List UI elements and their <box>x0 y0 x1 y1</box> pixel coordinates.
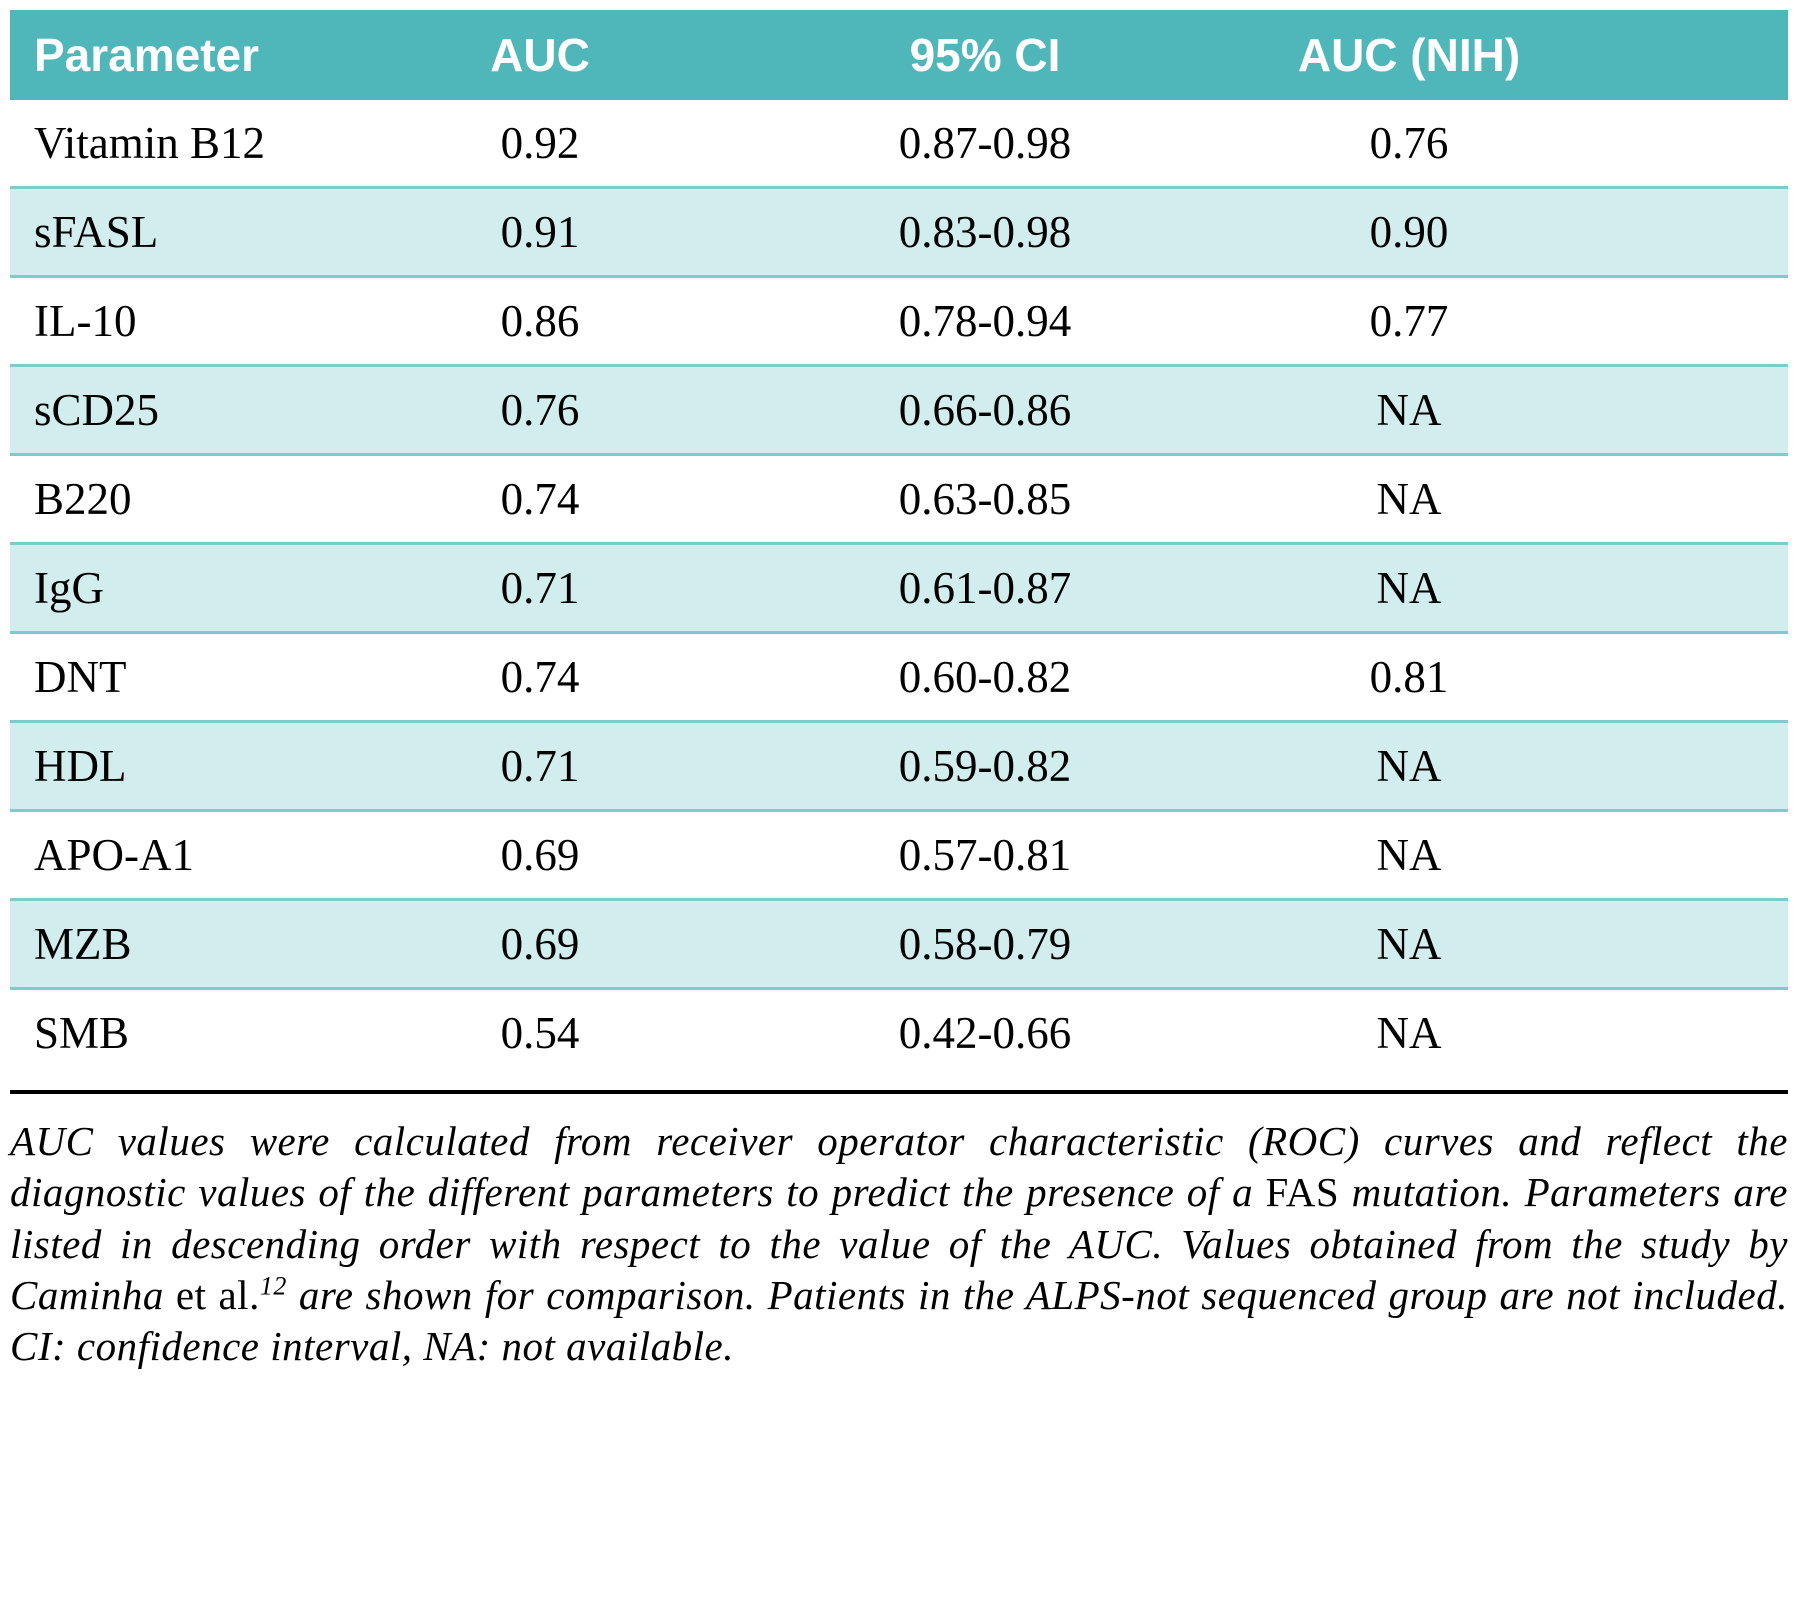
cell-auc-nih: 0.77 <box>1369 296 1449 346</box>
cell-ci: 0.57-0.81 <box>898 830 1072 880</box>
cell-ci: 0.61-0.87 <box>898 563 1072 613</box>
table-row: HDL 0.71 0.59-0.82 NA <box>10 721 1788 811</box>
footnote-etal: et al. <box>175 1271 260 1318</box>
cell-auc-nih: NA <box>1376 563 1442 613</box>
table-row: B220 0.74 0.63-0.85 NA <box>10 455 1788 544</box>
cell-parameter: IL-10 <box>34 296 137 346</box>
cell-auc: 0.54 <box>500 1008 580 1058</box>
table-row: APO-A1 0.69 0.57-0.81 NA <box>10 811 1788 900</box>
cell-auc: 0.76 <box>500 385 580 435</box>
cell-parameter: B220 <box>34 474 132 524</box>
cell-ci: 0.87-0.98 <box>898 118 1072 168</box>
cell-parameter: IgG <box>34 563 104 613</box>
cell-parameter: sCD25 <box>34 385 160 435</box>
cell-parameter: DNT <box>34 652 127 702</box>
footnote-text: are shown for comparison. Patients in th… <box>10 1271 1788 1369</box>
cell-ci: 0.59-0.82 <box>898 741 1072 791</box>
cell-parameter: SMB <box>34 1008 130 1058</box>
footnote-fas-term: FAS <box>1265 1169 1340 1216</box>
cell-ci: 0.60-0.82 <box>898 652 1072 702</box>
table-row: IgG 0.71 0.61-0.87 NA <box>10 543 1788 633</box>
auc-table: Parameter AUC 95% CI AUC (NIH) Vitamin B… <box>10 10 1788 1076</box>
footnote-text: mutation. Parameters are listed in desce… <box>10 1169 1788 1318</box>
header-auc-nih: AUC (NIH) <box>1230 10 1788 100</box>
cell-ci: 0.66-0.86 <box>898 385 1072 435</box>
cell-auc-nih: NA <box>1376 474 1442 524</box>
cell-auc: 0.71 <box>500 741 580 791</box>
cell-ci: 0.58-0.79 <box>898 919 1072 969</box>
header-ci: 95% CI <box>740 10 1230 100</box>
table-body: Vitamin B12 0.92 0.87-0.98 0.76 sFASL 0.… <box>10 100 1788 1076</box>
table-row: SMB 0.54 0.42-0.66 NA <box>10 989 1788 1077</box>
table-row: Vitamin B12 0.92 0.87-0.98 0.76 <box>10 100 1788 188</box>
footnote-text: AUC values were calculated from receiver… <box>10 1118 1788 1216</box>
cell-parameter: sFASL <box>34 207 159 257</box>
cell-parameter: Vitamin B12 <box>34 118 266 168</box>
cell-auc-nih: NA <box>1376 385 1442 435</box>
cell-ci: 0.42-0.66 <box>898 1008 1072 1058</box>
cell-parameter: HDL <box>34 741 127 791</box>
cell-parameter: APO-A1 <box>34 830 195 880</box>
footnote-reference-superscript: 12 <box>259 1271 287 1301</box>
cell-parameter: MZB <box>34 919 132 969</box>
header-parameter: Parameter <box>10 10 340 100</box>
table-footnote: AUC values were calculated from receiver… <box>10 1090 1788 1372</box>
table-header: Parameter AUC 95% CI AUC (NIH) <box>10 10 1788 100</box>
cell-auc: 0.92 <box>500 118 580 168</box>
table-row: sFASL 0.91 0.83-0.98 0.90 <box>10 187 1788 277</box>
cell-auc: 0.71 <box>500 563 580 613</box>
cell-auc: 0.74 <box>500 474 580 524</box>
cell-auc-nih: 0.81 <box>1369 652 1449 702</box>
cell-auc-nih: NA <box>1376 1008 1442 1058</box>
table-row: DNT 0.74 0.60-0.82 0.81 <box>10 633 1788 722</box>
cell-ci: 0.83-0.98 <box>898 207 1072 257</box>
cell-auc-nih: 0.90 <box>1369 207 1449 257</box>
table-row: MZB 0.69 0.58-0.79 NA <box>10 899 1788 989</box>
table-row: IL-10 0.86 0.78-0.94 0.77 <box>10 277 1788 366</box>
cell-auc: 0.74 <box>500 652 580 702</box>
table-row: sCD25 0.76 0.66-0.86 NA <box>10 365 1788 455</box>
cell-auc-nih: NA <box>1376 741 1442 791</box>
cell-auc-nih: NA <box>1376 919 1442 969</box>
cell-auc-nih: NA <box>1376 830 1442 880</box>
header-row: Parameter AUC 95% CI AUC (NIH) <box>10 10 1788 100</box>
cell-auc-nih: 0.76 <box>1369 118 1449 168</box>
cell-auc: 0.86 <box>500 296 580 346</box>
cell-auc: 0.69 <box>500 919 580 969</box>
header-auc: AUC <box>340 10 740 100</box>
cell-auc: 0.69 <box>500 830 580 880</box>
cell-ci: 0.78-0.94 <box>898 296 1072 346</box>
cell-auc: 0.91 <box>500 207 580 257</box>
cell-ci: 0.63-0.85 <box>898 474 1072 524</box>
